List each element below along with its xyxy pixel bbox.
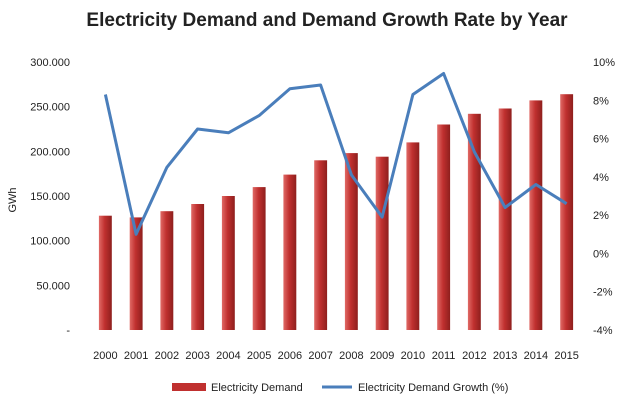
y-tick-label: 300.000 — [30, 57, 70, 69]
legend-line-label: Electricity Demand Growth (%) — [358, 382, 508, 394]
bar-2007 — [314, 160, 328, 330]
line-layer — [103, 72, 568, 236]
y2-tick-label: -4% — [593, 325, 613, 337]
legend-bar-swatch — [172, 383, 206, 391]
y-tick-label: - — [66, 325, 70, 337]
y2-tick-label: 0% — [593, 248, 609, 260]
x-tick-label: 2005 — [247, 350, 271, 362]
bars-layer — [98, 94, 574, 331]
bar-2000 — [98, 215, 112, 330]
y-tick-label: 50.000 — [36, 280, 70, 292]
right-axis-ticks: -4% -2% 0% 2% 4% 6% 8% 10% — [593, 57, 615, 337]
bar-2009 — [375, 156, 389, 330]
left-axis-ticks: - 50.000 100.000 150.000 200.000 250.000 300.0… — [30, 57, 70, 337]
bar-2014 — [529, 100, 543, 331]
bar-2001 — [129, 217, 143, 330]
y-axis-title: GWh — [7, 187, 19, 212]
bar-2006 — [283, 174, 297, 330]
x-tick-label: 2013 — [493, 350, 517, 362]
legend: Electricity Demand Electricity Demand Gr… — [172, 382, 508, 394]
x-tick-label: 2014 — [524, 350, 548, 362]
bar-2008 — [344, 153, 358, 330]
y2-tick-label: 10% — [593, 57, 615, 69]
bar-2010 — [406, 142, 420, 330]
y2-tick-label: 4% — [593, 172, 609, 184]
y-tick-label: 100.000 — [30, 236, 70, 248]
bar-2005 — [252, 187, 266, 330]
bar-2012 — [467, 113, 481, 330]
bar-2011 — [437, 124, 451, 330]
x-tick-label: 2002 — [155, 350, 179, 362]
chart-title: Electricity Demand and Demand Growth Rat… — [86, 10, 568, 31]
x-tick-label: 2011 — [432, 350, 456, 362]
x-tick-label: 2012 — [462, 350, 486, 362]
y2-tick-label: 6% — [593, 134, 609, 146]
x-tick-label: 2004 — [216, 350, 240, 362]
x-tick-label: 2009 — [370, 350, 394, 362]
legend-bar-label: Electricity Demand — [211, 382, 303, 394]
x-tick-label: 2000 — [93, 350, 117, 362]
y2-tick-label: 2% — [593, 210, 609, 222]
x-tick-label: 2006 — [278, 350, 302, 362]
x-tick-label: 2010 — [401, 350, 425, 362]
bar-2004 — [221, 196, 235, 330]
bar-2013 — [498, 108, 512, 330]
y2-tick-label: 8% — [593, 95, 609, 107]
y-tick-label: 150.000 — [30, 191, 70, 203]
y2-tick-label: -2% — [593, 287, 613, 299]
y-tick-label: 200.000 — [30, 146, 70, 158]
growth-line — [103, 72, 568, 236]
bar-2003 — [191, 204, 205, 330]
bar-2015 — [560, 94, 574, 330]
x-tick-label: 2008 — [339, 350, 363, 362]
x-axis-ticks: 2000 2001 2002 2003 2004 2005 2006 2007 2008 2009… — [93, 350, 579, 362]
bar-2002 — [160, 211, 174, 330]
x-tick-label: 2015 — [554, 350, 578, 362]
x-tick-label: 2007 — [308, 350, 332, 362]
x-tick-label: 2003 — [185, 350, 209, 362]
y-tick-label: 250.000 — [30, 102, 70, 114]
x-tick-label: 2001 — [124, 350, 148, 362]
